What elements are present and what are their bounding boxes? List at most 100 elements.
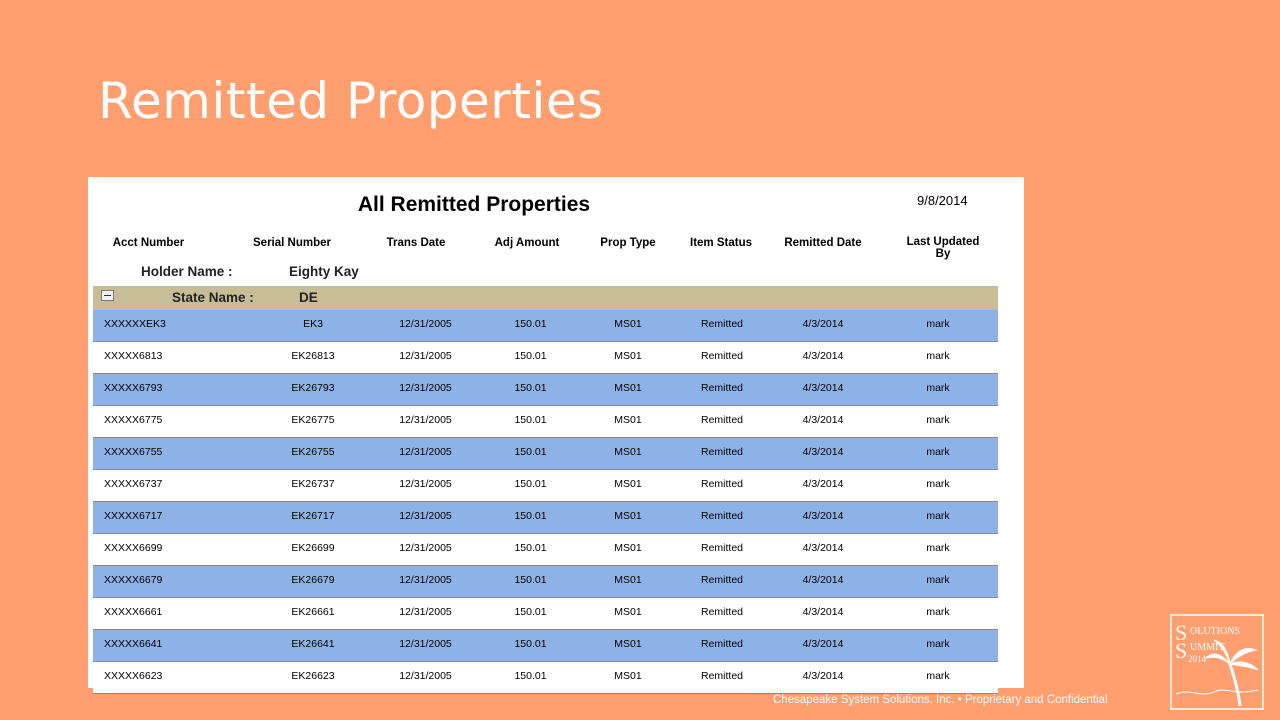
item-status-cell: Remitted xyxy=(700,478,743,490)
acct-number-cell: XXXXX6623 xyxy=(104,670,163,682)
remitted-date-cell: 4/3/2014 xyxy=(802,606,844,618)
column-header-last-updated-by[interactable]: Last Updated By xyxy=(894,236,992,260)
column-header-last-updated-line1: Last Updated xyxy=(906,236,980,248)
table-row[interactable]: XXXXX6641 EK26641 12/31/2005 150.01 MS01 Remi… xyxy=(93,630,998,662)
column-header-remitted-date[interactable]: Remitted Date xyxy=(784,237,862,249)
table-row[interactable]: XXXXX6717 EK26717 12/31/2005 150.01 MS01 Remi… xyxy=(93,502,998,534)
adj-amount-cell: 150.01 xyxy=(514,574,547,586)
collapse-icon[interactable] xyxy=(101,290,114,301)
logo-line2: UMMIT xyxy=(1190,642,1224,653)
serial-number-cell: EK26623 xyxy=(291,670,335,682)
item-status-cell: Remitted xyxy=(700,350,743,362)
trans-date-cell: 12/31/2005 xyxy=(399,414,452,426)
table-row[interactable]: XXXXX6775 EK26775 12/31/2005 150.01 MS01 Remi… xyxy=(93,406,998,438)
table-row[interactable]: XXXXX6737 EK26737 12/31/2005 150.01 MS01 Remi… xyxy=(93,470,998,502)
trans-date-cell: 12/31/2005 xyxy=(399,670,452,682)
item-status-cell: Remitted xyxy=(700,318,743,330)
column-header-acct-number[interactable]: Acct Number xyxy=(112,237,185,249)
state-name-label: State Name : xyxy=(172,290,254,305)
column-header-serial-number[interactable]: Serial Number xyxy=(253,237,331,249)
table-row[interactable]: XXXXX6755 EK26755 12/31/2005 150.01 MS01 Remi… xyxy=(93,438,998,470)
acct-number-cell: XXXXX6775 xyxy=(104,414,163,426)
adj-amount-cell: 150.01 xyxy=(514,478,547,490)
trans-date-cell: 12/31/2005 xyxy=(399,318,452,330)
serial-number-cell: EK26699 xyxy=(291,542,335,554)
column-header-adj-amount[interactable]: Adj Amount xyxy=(494,237,560,249)
prop-type-cell: MS01 xyxy=(614,670,642,682)
prop-type-cell: MS01 xyxy=(614,382,642,394)
logo-line1: OLUTIONS xyxy=(1190,626,1240,637)
last-updated-by-cell: mark xyxy=(926,638,950,650)
logo-year: 2014 xyxy=(1188,654,1207,664)
serial-number-cell: EK26813 xyxy=(291,350,335,362)
solutions-summit-logo: S OLUTIONS S UMMIT 2014 xyxy=(1170,614,1264,710)
last-updated-by-cell: mark xyxy=(926,542,950,554)
prop-type-cell: MS01 xyxy=(614,510,642,522)
item-status-cell: Remitted xyxy=(700,446,743,458)
acct-number-cell: XXXXX6737 xyxy=(104,478,163,490)
prop-type-cell: MS01 xyxy=(614,542,642,554)
acct-number-cell: XXXXX6661 xyxy=(104,606,163,618)
column-header-trans-date[interactable]: Trans Date xyxy=(386,237,446,249)
palm-tree-icon xyxy=(1204,639,1259,707)
last-updated-by-cell: mark xyxy=(926,574,950,586)
remitted-date-cell: 4/3/2014 xyxy=(802,414,844,426)
serial-number-cell: EK26641 xyxy=(291,638,335,650)
adj-amount-cell: 150.01 xyxy=(514,638,547,650)
last-updated-by-cell: mark xyxy=(926,382,950,394)
adj-amount-cell: 150.01 xyxy=(514,446,547,458)
column-header-prop-type[interactable]: Prop Type xyxy=(600,237,656,249)
serial-number-cell: EK3 xyxy=(303,318,323,330)
acct-number-cell: XXXXX6717 xyxy=(104,510,163,522)
item-status-cell: Remitted xyxy=(700,638,743,650)
table-row[interactable]: XXXXX6661 EK26661 12/31/2005 150.01 MS01 Remi… xyxy=(93,598,998,630)
svg-text:S: S xyxy=(1175,620,1187,645)
table-row[interactable]: XXXXX6793 EK26793 12/31/2005 150.01 MS01 Remi… xyxy=(93,374,998,406)
trans-date-cell: 12/31/2005 xyxy=(399,446,452,458)
remitted-date-cell: 4/3/2014 xyxy=(802,382,844,394)
item-status-cell: Remitted xyxy=(700,382,743,394)
last-updated-by-cell: mark xyxy=(926,446,950,458)
last-updated-by-cell: mark xyxy=(926,478,950,490)
prop-type-cell: MS01 xyxy=(614,350,642,362)
adj-amount-cell: 150.01 xyxy=(514,542,547,554)
acct-number-cell: XXXXX6679 xyxy=(104,574,163,586)
last-updated-by-cell: mark xyxy=(926,350,950,362)
last-updated-by-cell: mark xyxy=(926,414,950,426)
adj-amount-cell: 150.01 xyxy=(514,318,547,330)
remitted-date-cell: 4/3/2014 xyxy=(802,446,844,458)
acct-number-cell: XXXXX6755 xyxy=(104,446,163,458)
slide-title: Remitted Properties xyxy=(98,72,604,130)
report-date: 9/8/2014 xyxy=(917,193,968,208)
acct-number-cell: XXXXX6699 xyxy=(104,542,163,554)
remitted-date-cell: 4/3/2014 xyxy=(802,670,844,682)
adj-amount-cell: 150.01 xyxy=(514,382,547,394)
remitted-date-cell: 4/3/2014 xyxy=(802,638,844,650)
state-name-value: DE xyxy=(299,290,318,305)
item-status-cell: Remitted xyxy=(700,542,743,554)
column-header-item-status[interactable]: Item Status xyxy=(690,237,752,249)
footer-text: Chesapeake System Solutions, Inc. • Prop… xyxy=(773,694,1108,706)
prop-type-cell: MS01 xyxy=(614,414,642,426)
prop-type-cell: MS01 xyxy=(614,638,642,650)
serial-number-cell: EK26793 xyxy=(291,382,335,394)
trans-date-cell: 12/31/2005 xyxy=(399,510,452,522)
item-status-cell: Remitted xyxy=(700,670,743,682)
serial-number-cell: EK26679 xyxy=(291,574,335,586)
adj-amount-cell: 150.01 xyxy=(514,414,547,426)
table-row[interactable]: XXXXX6699 EK26699 12/31/2005 150.01 MS01 Remi… xyxy=(93,534,998,566)
trans-date-cell: 12/31/2005 xyxy=(399,542,452,554)
remitted-date-cell: 4/3/2014 xyxy=(802,318,844,330)
table-row[interactable]: XXXXX6623 EK26623 12/31/2005 150.01 MS01 Remi… xyxy=(93,662,998,694)
item-status-cell: Remitted xyxy=(700,510,743,522)
table-row[interactable]: XXXXX6813 EK26813 12/31/2005 150.01 MS01 Remi… xyxy=(93,342,998,374)
prop-type-cell: MS01 xyxy=(614,606,642,618)
last-updated-by-cell: mark xyxy=(926,606,950,618)
holder-name-label: Holder Name : xyxy=(141,264,233,279)
table-row[interactable]: XXXXXXEK3 EK3 12/31/2005 150.01 MS01 Remitted… xyxy=(93,310,998,342)
prop-type-cell: MS01 xyxy=(614,318,642,330)
item-status-cell: Remitted xyxy=(700,414,743,426)
table-row[interactable]: XXXXX6679 EK26679 12/31/2005 150.01 MS01 Remi… xyxy=(93,566,998,598)
acct-number-cell: XXXXX6793 xyxy=(104,382,163,394)
serial-number-cell: EK26661 xyxy=(291,606,335,618)
